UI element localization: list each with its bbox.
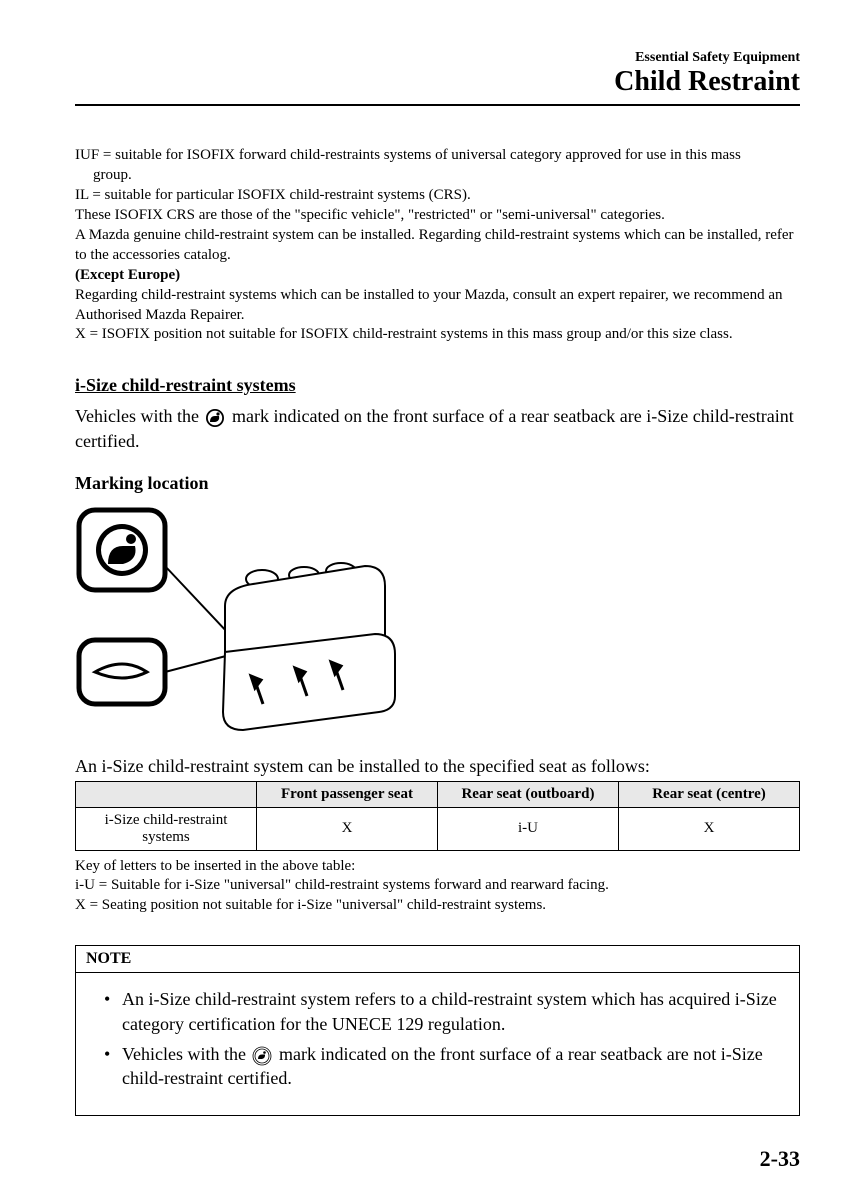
header-rule bbox=[75, 104, 800, 106]
note-item: Vehicles with the mark indicated on the … bbox=[104, 1042, 781, 1091]
table-row-label: i-Size child-restraint systems bbox=[76, 807, 257, 850]
intro-line: X = ISOFIX position not suitable for ISO… bbox=[75, 325, 800, 345]
table-header-row: Front passenger seat Rear seat (outboard… bbox=[76, 781, 800, 807]
marking-location-heading: Marking location bbox=[75, 473, 800, 494]
seat-marking-diagram bbox=[75, 506, 415, 746]
table-header: Front passenger seat bbox=[257, 781, 438, 807]
isize-table: Front passenger seat Rear seat (outboard… bbox=[75, 781, 800, 851]
table-header: Rear seat (centre) bbox=[619, 781, 800, 807]
table-key: Key of letters to be inserted in the abo… bbox=[75, 857, 800, 916]
key-line: i-U = Suitable for i-Size "universal" ch… bbox=[75, 876, 800, 896]
note-title: NOTE bbox=[86, 950, 131, 967]
table-cell: i-U bbox=[438, 807, 619, 850]
note-item: An i-Size child-restraint system refers … bbox=[104, 987, 781, 1036]
isize-mark-icon bbox=[205, 408, 225, 428]
key-line: Key of letters to be inserted in the abo… bbox=[75, 857, 800, 877]
isize-body: Vehicles with the mark indicated on the … bbox=[75, 404, 800, 453]
intro-block: IUF = suitable for ISOFIX forward child-… bbox=[75, 146, 800, 345]
isize-heading: i-Size child-restraint systems bbox=[75, 375, 800, 396]
header-title: Child Restraint bbox=[75, 66, 800, 98]
intro-line: Regarding child-restraint systems which … bbox=[75, 286, 800, 326]
table-intro: An i-Size child-restraint system can be … bbox=[75, 756, 800, 777]
header-section: Essential Safety Equipment bbox=[75, 50, 800, 66]
table-header-blank bbox=[76, 781, 257, 807]
table-row: i-Size child-restraint systems X i-U X bbox=[76, 807, 800, 850]
page-number: 2-33 bbox=[760, 1146, 800, 1172]
note-body: An i-Size child-restraint system refers … bbox=[76, 973, 799, 1114]
intro-line-bold: (Except Europe) bbox=[75, 266, 800, 286]
page-header: Essential Safety Equipment Child Restrai… bbox=[75, 50, 800, 98]
table-cell: X bbox=[619, 807, 800, 850]
intro-line: group. bbox=[75, 166, 800, 186]
table-cell: X bbox=[257, 807, 438, 850]
intro-line: IUF = suitable for ISOFIX forward child-… bbox=[75, 146, 800, 166]
table-header: Rear seat (outboard) bbox=[438, 781, 619, 807]
intro-line: A Mazda genuine child-restraint system c… bbox=[75, 226, 800, 266]
intro-line: These ISOFIX CRS are those of the "speci… bbox=[75, 206, 800, 226]
key-line: X = Seating position not suitable for i-… bbox=[75, 896, 800, 916]
intro-line: IL = suitable for particular ISOFIX chil… bbox=[75, 186, 800, 206]
note-title-wrap: NOTE bbox=[76, 946, 799, 973]
note-box: NOTE An i-Size child-restraint system re… bbox=[75, 945, 800, 1115]
isize-alt-mark-icon bbox=[252, 1046, 272, 1066]
